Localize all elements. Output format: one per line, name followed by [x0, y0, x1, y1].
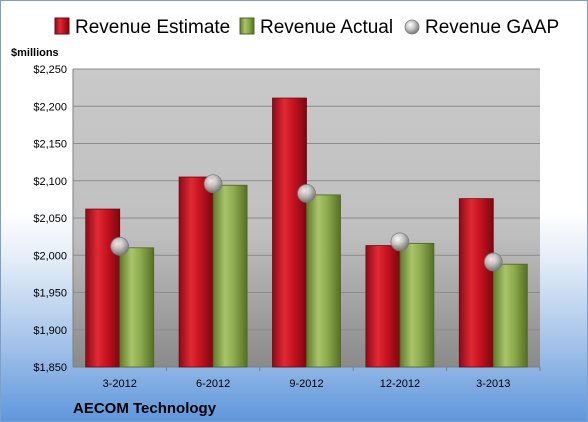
legend-label-gaap: Revenue GAAP	[425, 17, 559, 38]
x-tick-label: 3-2012	[103, 378, 137, 390]
legend-label-estimate: Revenue Estimate	[75, 17, 230, 38]
company-name: AECOM Technology	[73, 400, 217, 417]
gaap-marker	[110, 236, 130, 256]
gaap-marker	[483, 252, 503, 272]
estimate-bar	[178, 176, 214, 368]
actual-bar	[119, 247, 155, 368]
gaap-marker	[390, 232, 410, 252]
x-tick-label: 6-2012	[196, 378, 230, 390]
y-tick-label: $2,100	[33, 176, 67, 188]
actual-bar	[492, 263, 528, 368]
y-tick-label: $2,050	[33, 213, 67, 225]
legend-swatch-estimate	[54, 17, 70, 35]
y-tick-label: $1,900	[33, 325, 67, 337]
actual-bar	[399, 242, 435, 368]
y-tick-label: $1,950	[33, 288, 67, 300]
estimate-bar	[365, 245, 401, 368]
legend-swatch-actual	[239, 17, 255, 35]
legend-marker-gaap	[404, 19, 420, 35]
gaap-marker	[203, 174, 223, 194]
y-tick-label: $2,250	[33, 64, 67, 76]
y-unit-label: $millions	[11, 47, 59, 59]
x-tick-label: 9-2012	[289, 378, 323, 390]
estimate-bar	[458, 198, 494, 368]
estimate-bar	[272, 97, 307, 368]
estimate-bar	[85, 208, 121, 368]
y-tick-label: $2,200	[33, 101, 67, 113]
y-tick-label: $1,850	[33, 362, 67, 374]
y-tick-label: $2,000	[33, 250, 67, 262]
y-tick-label: $2,150	[33, 139, 67, 151]
gaap-marker	[297, 184, 316, 203]
actual-bar	[306, 194, 341, 368]
legend-label-actual: Revenue Actual	[260, 17, 393, 38]
actual-bar	[212, 184, 248, 368]
x-tick-label: 12-2012	[380, 378, 420, 390]
x-tick-label: 3-2013	[476, 378, 510, 390]
